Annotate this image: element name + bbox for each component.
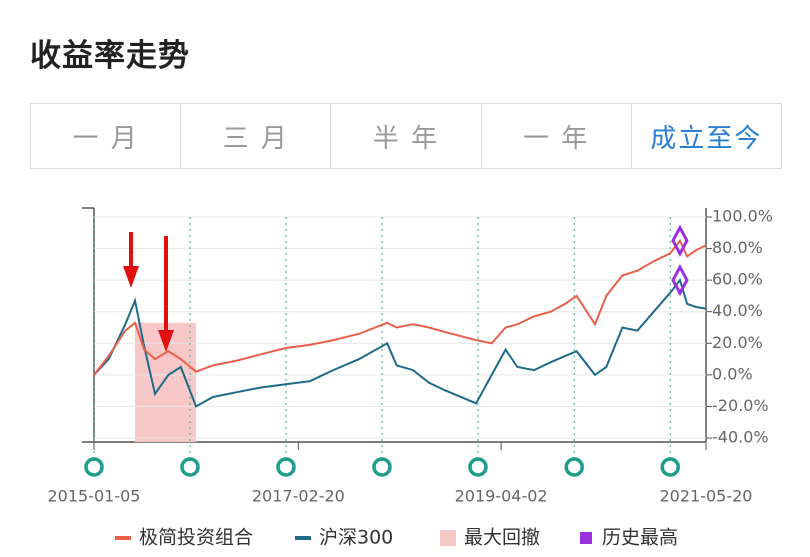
history-high — [671, 224, 689, 257]
tab[interactable]: 三 月 — [181, 104, 332, 168]
event-marker — [564, 457, 584, 477]
series-line — [93, 277, 707, 408]
legend-label: 历史最高 — [602, 527, 678, 549]
y-tick-label: 80.0% — [712, 238, 763, 257]
event-marker — [276, 457, 296, 477]
event-marker — [372, 457, 392, 477]
y-tick-label: -40.0% — [712, 428, 769, 447]
legend-label: 极简投资组合 — [139, 527, 253, 549]
history-high — [671, 263, 689, 297]
arrow-head — [158, 330, 174, 352]
annotation-arrows — [123, 232, 174, 352]
legend-label: 最大回撤 — [464, 527, 540, 549]
x-tick-label: 2017-02-20 — [252, 487, 345, 506]
event-marker — [84, 457, 104, 477]
legend-swatch — [580, 532, 592, 544]
series-line — [93, 238, 707, 376]
tab[interactable]: 半 年 — [331, 104, 482, 168]
y-tick-label: 0.0% — [712, 364, 753, 383]
period-tabs: 一 月三 月半 年一 年成立至今 — [30, 103, 782, 169]
y-tick-label: 20.0% — [712, 333, 763, 352]
event-marker — [660, 457, 680, 477]
tab[interactable]: 成立至今 — [650, 123, 763, 154]
event-marker — [468, 457, 488, 477]
legend-label: 沪深300 — [319, 527, 393, 549]
x-tick-label: 2015-01-05 — [48, 487, 141, 506]
y-tick-label: 40.0% — [712, 301, 763, 320]
event-marker — [180, 457, 200, 477]
x-tick-label: 2021-05-20 — [660, 487, 753, 506]
arrow-head — [123, 266, 139, 288]
page-title: 收益率走势 — [30, 38, 190, 74]
y-tick-label: 100.0% — [712, 207, 773, 226]
y-tick-label: -20.0% — [712, 396, 769, 415]
x-tick-label: 2019-04-02 — [455, 487, 548, 506]
legend-swatch — [440, 530, 456, 546]
tab[interactable]: 一 月 — [31, 104, 182, 168]
tab[interactable]: 一 年 — [482, 104, 632, 168]
y-tick-label: 60.0% — [712, 270, 763, 289]
